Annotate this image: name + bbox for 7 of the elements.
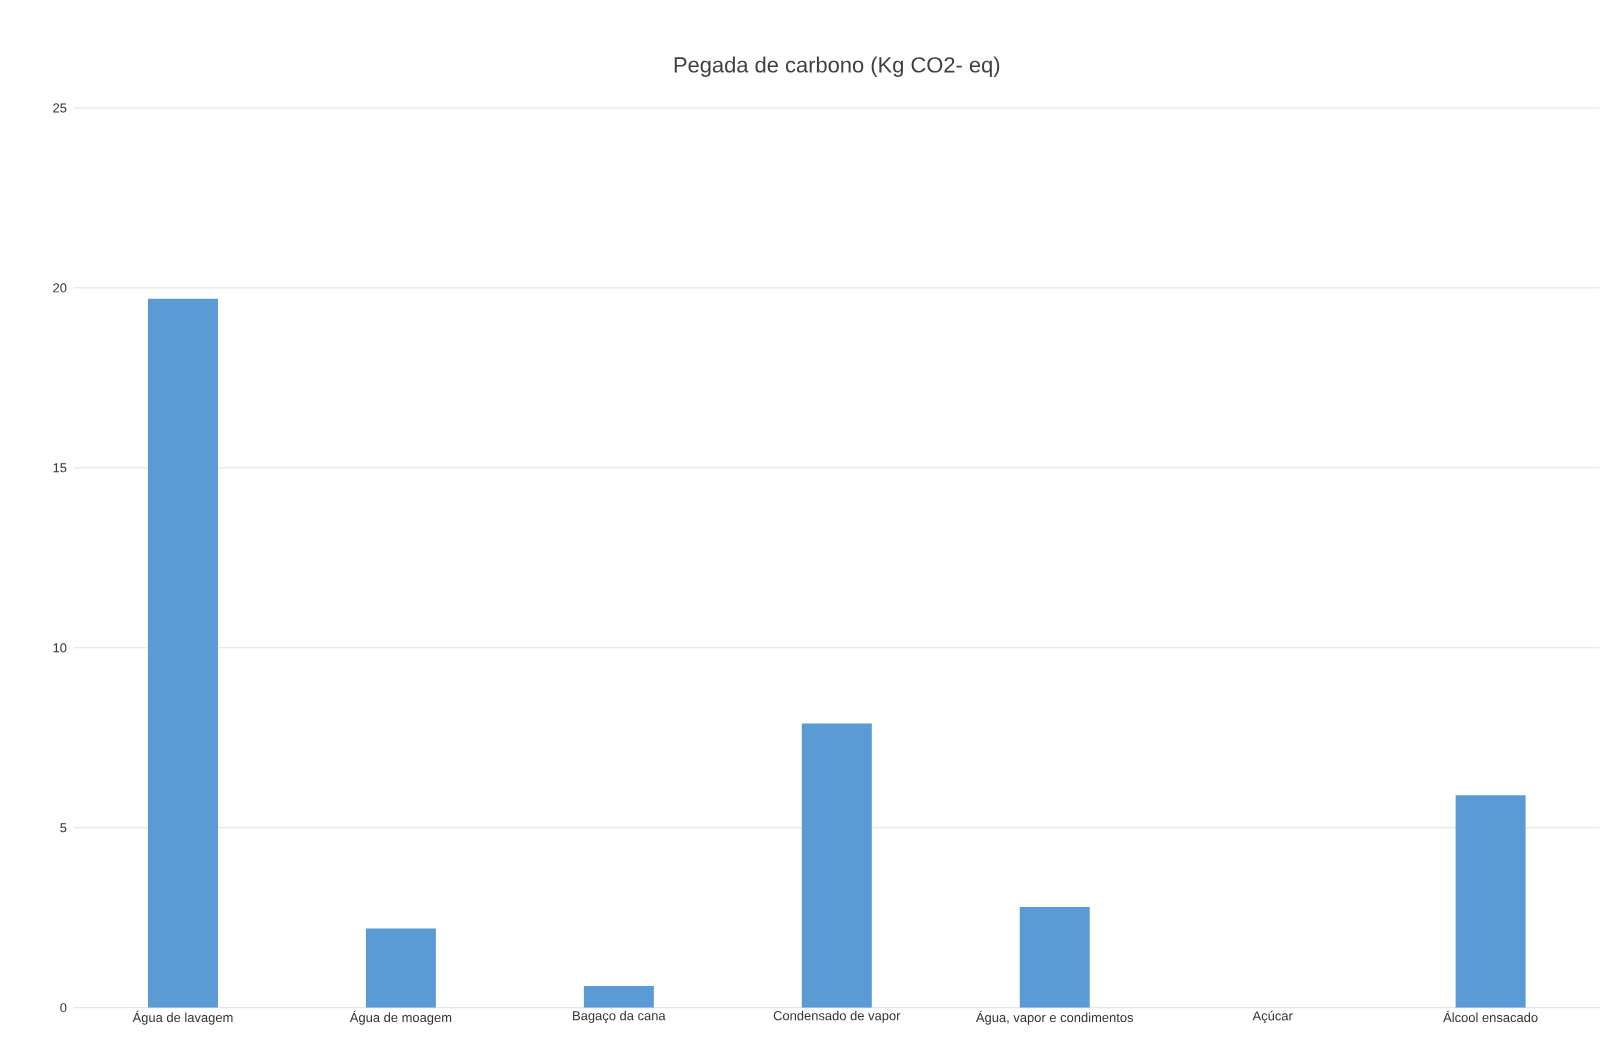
bar bbox=[1019, 907, 1090, 1008]
bar bbox=[801, 723, 872, 1008]
bar bbox=[583, 986, 654, 1008]
bar bbox=[147, 298, 218, 1008]
bar bbox=[365, 928, 436, 1008]
chart-title: Pegada de carbono (Kg CO2- eq) bbox=[674, 56, 1000, 78]
bar bbox=[1455, 795, 1526, 1008]
